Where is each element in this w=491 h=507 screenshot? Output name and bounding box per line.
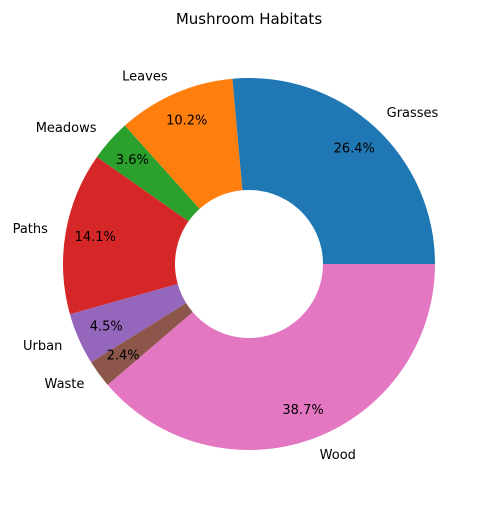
slice-grasses — [232, 78, 435, 264]
percent-label-leaves: 10.2% — [166, 113, 207, 128]
category-label-waste: Waste — [45, 377, 85, 392]
chart-title: Mushroom Habitats — [176, 10, 322, 28]
percent-label-waste: 2.4% — [107, 349, 140, 364]
percent-label-meadows: 3.6% — [116, 153, 149, 168]
percent-label-grasses: 26.4% — [334, 141, 375, 156]
category-label-wood: Wood — [320, 448, 356, 463]
percent-label-wood: 38.7% — [282, 403, 323, 418]
category-label-leaves: Leaves — [122, 69, 168, 84]
category-label-grasses: Grasses — [387, 106, 439, 121]
slices-group — [63, 78, 436, 451]
slice-urban — [69, 283, 187, 363]
category-label-paths: Paths — [13, 222, 49, 237]
slice-wood — [107, 264, 436, 451]
slice-meadows — [96, 125, 200, 222]
labels-group: 26.4% Grasses 10.2% Leaves 3.6% Meadows 14.1% P… — [13, 69, 439, 462]
slice-waste — [91, 303, 193, 385]
percent-label-paths: 14.1% — [75, 230, 116, 245]
slice-paths — [63, 156, 189, 315]
category-label-meadows: Meadows — [36, 121, 97, 136]
percent-label-urban: 4.5% — [90, 319, 123, 334]
slice-leaves — [124, 78, 243, 209]
category-label-urban: Urban — [23, 339, 62, 354]
